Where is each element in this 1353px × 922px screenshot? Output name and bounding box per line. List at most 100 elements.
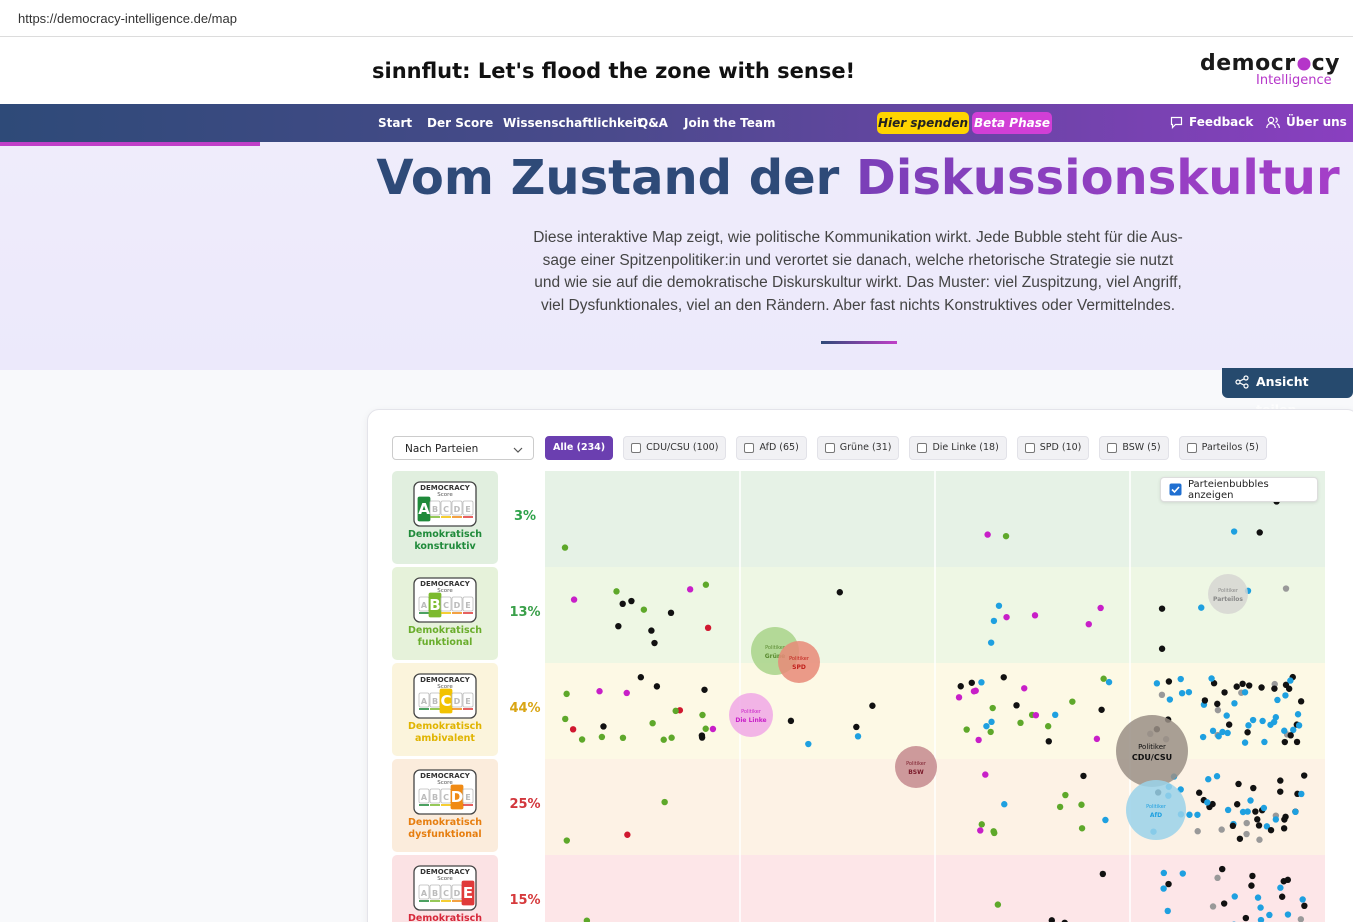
statement-dot[interactable] xyxy=(1061,919,1068,922)
statement-dot[interactable] xyxy=(1158,605,1166,612)
party-bubble[interactable] xyxy=(778,641,820,683)
statement-dot[interactable] xyxy=(1287,732,1294,739)
statement-dot[interactable] xyxy=(698,732,706,739)
statement-dot[interactable] xyxy=(1062,791,1069,799)
statement-dot[interactable] xyxy=(1281,727,1288,734)
statement-dot[interactable] xyxy=(1229,822,1237,830)
statement-dot[interactable] xyxy=(1164,907,1171,915)
statement-dot[interactable] xyxy=(1097,604,1104,612)
statement-dot[interactable] xyxy=(1250,784,1257,792)
statement-dot[interactable] xyxy=(1243,830,1250,838)
statement-dot[interactable] xyxy=(1282,692,1289,699)
statement-dot[interactable] xyxy=(1284,911,1292,918)
statement-dot[interactable] xyxy=(1208,675,1215,682)
statement-dot[interactable] xyxy=(1230,528,1238,535)
statement-dot[interactable] xyxy=(987,639,995,646)
statement-dot[interactable] xyxy=(975,736,982,744)
statement-dot[interactable] xyxy=(1153,680,1161,687)
statement-dot[interactable] xyxy=(1194,828,1201,835)
statement-dot[interactable] xyxy=(1069,698,1076,705)
statement-dot[interactable] xyxy=(1214,700,1221,708)
logo[interactable]: democr cy xyxy=(1200,51,1340,76)
statement-dot[interactable] xyxy=(1205,776,1212,783)
statement-dot[interactable] xyxy=(1267,721,1274,728)
statement-dot[interactable] xyxy=(1224,806,1232,814)
statement-dot[interactable] xyxy=(583,917,591,922)
party-bubble[interactable] xyxy=(729,693,773,737)
statement-dot[interactable] xyxy=(1256,529,1263,536)
statement-dot[interactable] xyxy=(1102,816,1109,824)
statement-dot[interactable] xyxy=(628,597,635,605)
statement-dot[interactable] xyxy=(1013,702,1020,709)
statement-dot[interactable] xyxy=(1249,872,1256,880)
statement-dot[interactable] xyxy=(1277,884,1284,891)
bubble-toggle[interactable]: Parteienbubbles anzeigen xyxy=(1160,477,1318,502)
statement-dot[interactable] xyxy=(651,639,658,647)
statement-dot[interactable] xyxy=(701,686,708,693)
statement-dot[interactable] xyxy=(1245,722,1252,729)
statement-dot[interactable] xyxy=(1245,682,1253,689)
statement-dot[interactable] xyxy=(1272,816,1280,823)
statement-dot[interactable] xyxy=(1219,728,1226,736)
statement-dot[interactable] xyxy=(1231,700,1238,707)
statement-dot[interactable] xyxy=(1256,836,1263,843)
statement-dot[interactable] xyxy=(1259,717,1266,725)
statement-dot[interactable] xyxy=(578,736,586,743)
statement-dot[interactable] xyxy=(1300,772,1308,779)
statement-dot[interactable] xyxy=(702,581,710,588)
statement-dot[interactable] xyxy=(649,719,656,727)
nav-link[interactable]: Start xyxy=(378,116,413,130)
statement-dot[interactable] xyxy=(1220,900,1228,907)
statement-dot[interactable] xyxy=(1199,733,1207,741)
statement-dot[interactable] xyxy=(1293,738,1301,746)
statement-dot[interactable] xyxy=(1233,801,1241,808)
statement-dot[interactable] xyxy=(1241,739,1249,746)
statement-dot[interactable] xyxy=(1292,808,1299,816)
statement-dot[interactable] xyxy=(1165,678,1173,685)
statement-dot[interactable] xyxy=(596,688,603,695)
statement-dot[interactable] xyxy=(955,694,963,701)
statement-dot[interactable] xyxy=(1224,729,1231,737)
statement-dot[interactable] xyxy=(957,683,964,690)
statement-dot[interactable] xyxy=(1198,604,1205,611)
statement-dot[interactable] xyxy=(1278,893,1286,900)
statement-dot[interactable] xyxy=(984,531,991,538)
statement-dot[interactable] xyxy=(1166,696,1174,703)
statement-dot[interactable] xyxy=(1177,675,1184,683)
statement-dot[interactable] xyxy=(570,596,578,603)
statement-dot[interactable] xyxy=(1179,870,1186,877)
statement-dot[interactable] xyxy=(1301,902,1308,910)
statement-dot[interactable] xyxy=(1178,689,1186,697)
statement-dot[interactable] xyxy=(1056,803,1064,811)
statement-dot[interactable] xyxy=(1210,680,1218,687)
statement-dot[interactable] xyxy=(1225,721,1233,728)
statement-dot[interactable] xyxy=(1165,880,1172,888)
statement-dot[interactable] xyxy=(661,798,668,806)
statement-dot[interactable] xyxy=(562,715,569,723)
statement-dot[interactable] xyxy=(1194,811,1201,818)
statement-dot[interactable] xyxy=(1078,825,1086,832)
party-bubble[interactable] xyxy=(1208,574,1248,614)
statement-dot[interactable] xyxy=(1223,712,1230,719)
statement-dot[interactable] xyxy=(1277,788,1284,795)
statement-dot[interactable] xyxy=(805,740,812,748)
statement-dot[interactable] xyxy=(869,702,876,709)
statement-dot[interactable] xyxy=(853,723,860,731)
statement-dot[interactable] xyxy=(990,617,998,625)
statement-dot[interactable] xyxy=(660,736,667,743)
statement-dot[interactable] xyxy=(1294,711,1302,718)
statement-dot[interactable] xyxy=(648,627,655,634)
statement-dot[interactable] xyxy=(1295,722,1303,729)
statement-dot[interactable] xyxy=(1221,689,1228,696)
statement-dot[interactable] xyxy=(995,602,1003,609)
statement-dot[interactable] xyxy=(1257,904,1264,911)
statement-dot[interactable] xyxy=(704,624,712,632)
statement-dot[interactable] xyxy=(1052,711,1059,719)
statement-dot[interactable] xyxy=(563,837,570,844)
statement-dot[interactable] xyxy=(686,586,694,593)
statement-dot[interactable] xyxy=(1160,885,1167,892)
statement-dot[interactable] xyxy=(1299,896,1306,903)
statement-dot[interactable] xyxy=(963,726,970,733)
share-button[interactable]: Ansicht teilen xyxy=(1222,368,1353,417)
statement-dot[interactable] xyxy=(977,827,984,834)
